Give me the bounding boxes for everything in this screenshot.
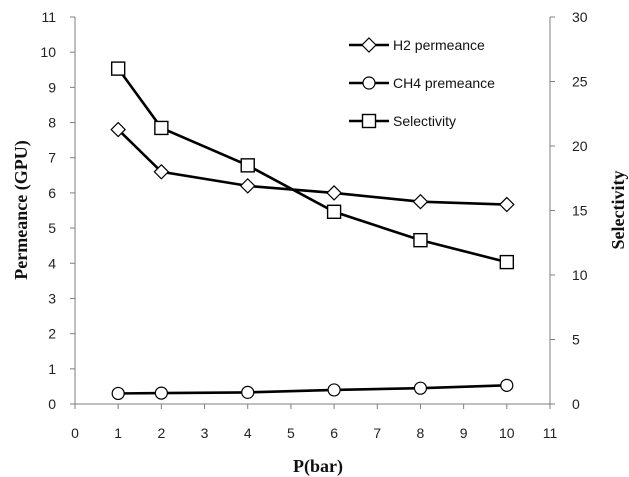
left-y-tick-label: 4	[48, 255, 56, 271]
x-tick-label: 9	[460, 425, 468, 441]
x-tick-label: 0	[71, 425, 79, 441]
data-point-circle	[111, 386, 125, 401]
right-y-tick-label: 20	[572, 138, 588, 154]
data-point-diamond	[412, 193, 429, 210]
x-tick-label: 10	[499, 425, 515, 441]
left-y-tick-label: 6	[48, 185, 56, 201]
legend-marker-square	[361, 113, 377, 129]
series-line-square	[117, 67, 508, 264]
data-point-square	[154, 120, 169, 136]
x-axis-title: P(bar)	[293, 456, 343, 477]
left-y-tick-label: 2	[48, 326, 56, 342]
data-point-square	[110, 61, 126, 76]
x-tick-label: 8	[417, 425, 425, 441]
axes: 0 1 2 3 4 5 6 7 8 9 10 11 0 1 2 3 4 5 6 7 8 9 10 11 0 5 10 15 20 25 30	[40, 9, 587, 441]
legend-label: CH4 premeance	[393, 75, 495, 91]
left-axis-title: Permeance (GPU)	[11, 140, 32, 279]
data-point-diamond	[326, 185, 342, 201]
right-y-tick-label: 25	[572, 74, 588, 90]
legend: H2 permeance CH4 premeance Selectivity	[349, 37, 495, 129]
x-tick-label: 4	[244, 425, 252, 441]
legend-marker-diamond	[361, 37, 377, 53]
series-line-diamond	[117, 128, 507, 206]
data-point-diamond	[153, 163, 170, 180]
data-point-circle	[241, 385, 255, 399]
left-y-tick-label: 9	[48, 79, 56, 95]
x-tick-label: 11	[543, 425, 558, 441]
data-point-circle	[154, 386, 168, 400]
left-y-tick-label: 0	[48, 396, 56, 412]
right-y-tick-label: 0	[572, 396, 580, 412]
right-y-tick-label: 30	[572, 9, 588, 25]
legend-marker-circle	[362, 76, 376, 90]
left-y-tick-label: 1	[48, 361, 56, 377]
left-y-tick-label: 7	[48, 150, 56, 166]
data-point-diamond	[498, 196, 515, 213]
left-y-tick-label: 10	[40, 44, 56, 60]
left-y-tick-label: 8	[48, 115, 56, 131]
data-point-diamond	[110, 121, 127, 138]
data-point-circle	[500, 378, 514, 392]
x-tick-label: 3	[201, 425, 209, 441]
right-y-tick-label: 15	[572, 203, 588, 219]
data-point-circle	[413, 381, 428, 395]
data-point-square	[240, 158, 255, 173]
legend-label: Selectivity	[393, 113, 456, 129]
data-point-square	[413, 232, 428, 248]
series-line-circle	[118, 384, 507, 395]
right-y-tick-label: 5	[572, 332, 580, 348]
data-point-circle	[327, 383, 341, 397]
left-y-tick-label: 11	[41, 9, 56, 25]
x-tick-label: 6	[330, 425, 338, 441]
x-tick-label: 7	[373, 425, 381, 441]
data-point-square	[499, 254, 515, 270]
left-y-tick-label: 3	[48, 290, 56, 306]
x-tick-label: 5	[287, 425, 295, 441]
x-tick-label: 1	[114, 425, 122, 441]
data-point-square	[326, 204, 342, 219]
right-axis-title: Selectivity	[608, 171, 628, 250]
x-tick-label: 2	[157, 425, 165, 441]
plot-area	[110, 61, 515, 401]
legend-label: H2 permeance	[393, 37, 485, 53]
left-y-tick-label: 5	[48, 220, 56, 236]
right-y-tick-label: 10	[572, 267, 588, 283]
data-point-diamond	[239, 178, 256, 194]
